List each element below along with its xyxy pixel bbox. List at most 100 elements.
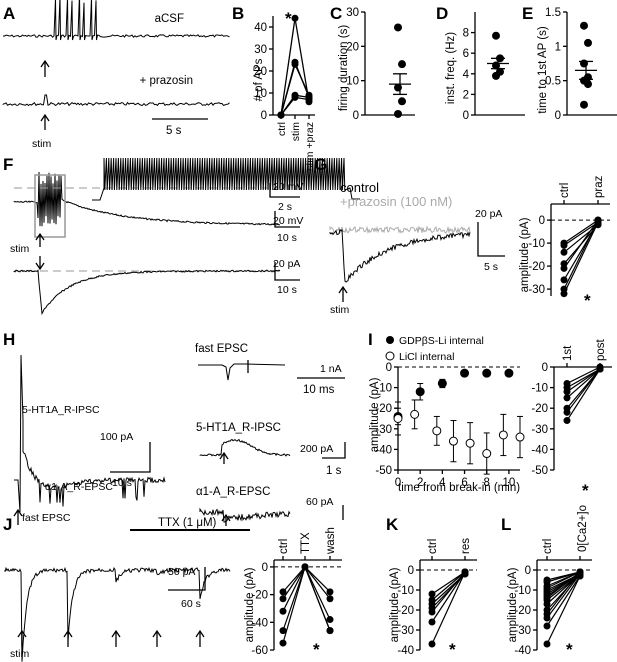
i-y-tick-label: -20 [375, 403, 392, 415]
f-scale-20pa: 20 pA [273, 258, 300, 270]
i-point-gdp [504, 368, 514, 378]
h-scalebar [110, 442, 151, 473]
k-point [428, 590, 436, 598]
panel-j: TTX (1 μM) 50 pA 60 s stim [4, 517, 250, 662]
i-point [563, 394, 571, 402]
j-point [326, 627, 334, 635]
h-inset2-title: 5-HT1A_R-IPSC [196, 422, 281, 434]
l-y-tick-label: 0 [525, 565, 531, 577]
f-zoom-box [34, 174, 66, 238]
panel-g-paired: amplitude (pA) * 0 -10 -20 -30 ctrl praz [519, 175, 610, 310]
b-y-tick-label: 20 [254, 66, 267, 78]
h-inset1-title: fast EPSC [195, 343, 248, 355]
i-pair-line [566, 368, 601, 399]
g-pair-line [563, 219, 599, 290]
i-ylabel: amplitude (pA) [369, 377, 381, 452]
j-stim-arrow [195, 629, 205, 647]
panel-letter-A: A [3, 4, 15, 23]
l-y-tick-label: -30 [514, 625, 531, 637]
panel-letter-K: K [386, 515, 399, 534]
l-point [543, 622, 551, 630]
i-point-licl [482, 449, 492, 459]
panel-letter-F: F [3, 155, 13, 174]
i-legend-gdp: GDPβS-Li internal [399, 335, 484, 347]
trace-h-inset3 [199, 507, 291, 523]
i-y-tick-label: -10 [375, 383, 392, 395]
j-category-label: ctrl [278, 539, 290, 554]
f-scale-20mv: 20 mV [273, 181, 303, 193]
b-point [305, 96, 313, 104]
j-y-tick-label: -60 [251, 645, 268, 657]
k-pair-line [431, 571, 466, 623]
trace-g-prazosin [329, 225, 471, 235]
h-inset1-scale-x-label: 10 ms [303, 384, 335, 396]
d-point [492, 31, 500, 40]
g-pair-line [563, 224, 599, 253]
l-pair-line [546, 571, 581, 589]
i-point [596, 365, 604, 373]
g-scale-20pa: 20 pA [475, 208, 502, 220]
h-label-a1: α1-A_R-EPSC [45, 481, 113, 493]
i-category-label: 1st [562, 345, 574, 361]
b-y-tick-label: 0 [261, 110, 267, 122]
j-category-label: wash [325, 527, 337, 555]
c-y-tick-label: 10 [346, 76, 359, 88]
g-pair-line [563, 222, 599, 294]
k-category-label: ctrl [427, 539, 439, 554]
l-pair-line [546, 575, 581, 627]
k-point [428, 618, 436, 626]
l-pair-line [546, 571, 581, 583]
c-y-tick-label: 0 [353, 110, 359, 122]
f-stim-arrow-1 [35, 232, 45, 247]
h-inset2-scale-y-label: 200 pA [300, 443, 333, 455]
trace-h-main [14, 354, 166, 513]
panel-letter-I: I [368, 330, 373, 349]
k-y-tick-label: -30 [397, 625, 414, 637]
trace-g-control [329, 228, 471, 283]
scale-label-a: 5 s [166, 125, 182, 137]
j-point [326, 588, 334, 596]
g-stim-label: stim [330, 304, 350, 316]
i-y-tick-label: 0 [386, 362, 392, 374]
d-y-tick-label: 2 [463, 89, 469, 101]
g-stim-arrow [338, 285, 348, 302]
i-x-tick-label: 6 [461, 477, 467, 489]
i-significance: * [582, 481, 589, 500]
l-pair-line [546, 573, 581, 611]
i-y-tick-label: -40 [531, 444, 548, 456]
i-point [563, 388, 571, 396]
i-point [563, 417, 571, 425]
g-pair-line [563, 219, 599, 244]
j-point [279, 607, 287, 615]
d-y-tick-label: 6 [463, 48, 469, 60]
panel-letter-L: L [501, 515, 511, 534]
j-stim-label: stim [10, 648, 30, 660]
g-y-tick-label: 0 [539, 215, 545, 227]
i-y-tick-label: -10 [531, 383, 548, 395]
h-inset3-arrow [221, 513, 231, 526]
stim-label-a: stim [32, 138, 52, 150]
i-point-licl [448, 436, 458, 446]
label-prazosin: + prazosin [140, 75, 193, 87]
h-inset1-scale-y-label: 1 nA [320, 363, 342, 375]
trace-acsf [2, 0, 230, 41]
l-ylabel: amplitude (pA) [507, 567, 519, 642]
c-point [394, 109, 402, 118]
g-significance: * [584, 291, 591, 310]
g-y-tick-label: -20 [528, 261, 545, 273]
i-y-tick-label: 0 [542, 362, 548, 374]
b-y-tick-label: 30 [254, 44, 267, 56]
i-y-tick-label: -40 [375, 444, 392, 456]
c-point [394, 23, 402, 32]
f-inset-scalebar [269, 183, 300, 198]
i-point-licl [393, 414, 403, 423]
b-x-tick-label: ctrl [276, 122, 288, 136]
l-pair-line [546, 571, 581, 615]
j-y-tick-label: -20 [251, 590, 268, 602]
panel-c: firing duration (s) 0 10 20 30 [338, 7, 415, 122]
j-point [326, 595, 334, 603]
g-point [560, 276, 568, 284]
k-y-tick-label: -20 [397, 605, 414, 617]
b-point [277, 111, 285, 119]
